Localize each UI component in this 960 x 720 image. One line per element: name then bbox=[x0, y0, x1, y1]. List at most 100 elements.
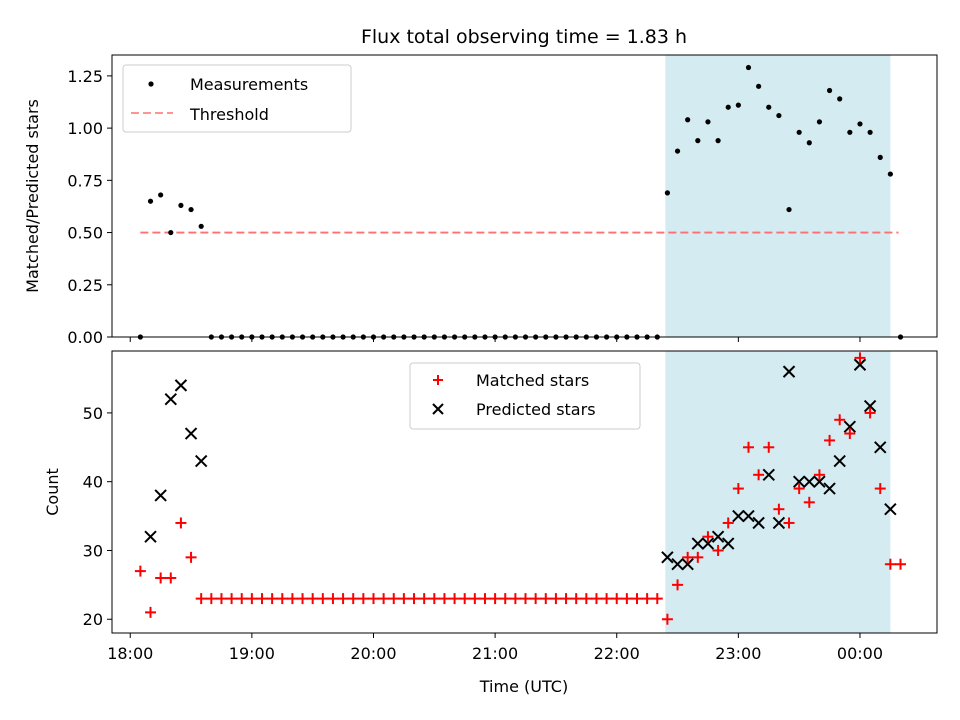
predicted-star-point bbox=[833, 454, 846, 468]
matched-star-point bbox=[834, 414, 846, 426]
matched-star-point bbox=[550, 593, 562, 605]
bottom-legend: Matched stars Predicted stars bbox=[409, 362, 641, 430]
bottom-legend-box bbox=[409, 362, 641, 430]
matched-star-point bbox=[682, 551, 694, 563]
top-y-ticks: 0.00 0.25 0.50 0.75 1.00 1.25 bbox=[67, 67, 112, 347]
matched-star-point bbox=[205, 593, 217, 605]
top-axes-frame bbox=[111, 54, 938, 338]
measurement-point bbox=[725, 104, 731, 110]
measurement-point bbox=[685, 117, 691, 123]
matched-star-point bbox=[438, 593, 450, 605]
matched-star-point bbox=[479, 593, 491, 605]
matched-star-point bbox=[509, 593, 521, 605]
measurement-point bbox=[178, 202, 184, 208]
matched-star-point bbox=[621, 593, 633, 605]
matched-star-point bbox=[215, 593, 227, 605]
matched-star-point bbox=[367, 593, 379, 605]
matched-star-point bbox=[611, 593, 623, 605]
top-panel: 0.00 0.25 0.50 0.75 1.00 1.25 Matched/Predict… bbox=[23, 54, 938, 347]
matched-star-point bbox=[773, 503, 785, 515]
y-tick-label: 0.00 bbox=[67, 328, 103, 347]
predicted-star-point bbox=[154, 489, 167, 502]
predicted-stars-series bbox=[144, 358, 897, 571]
predicted-star-point bbox=[164, 392, 177, 406]
predicted-legend-marker bbox=[432, 403, 444, 415]
y-tick-label: 50 bbox=[83, 404, 103, 423]
matched-star-point bbox=[449, 593, 461, 605]
matched-star-point bbox=[824, 434, 836, 446]
matched-star-point bbox=[540, 593, 552, 605]
matched-star-point bbox=[226, 593, 238, 605]
matched-star-point bbox=[742, 441, 754, 453]
measurement-point bbox=[198, 223, 204, 229]
predicted-star-point bbox=[762, 468, 775, 482]
measurements-legend-marker bbox=[148, 81, 154, 87]
matched-star-point bbox=[661, 613, 673, 625]
legend-label-matched: Matched stars bbox=[476, 371, 589, 390]
predicted-star-point bbox=[874, 441, 887, 454]
matched-star-point bbox=[692, 551, 704, 563]
predicted-star-point bbox=[792, 475, 806, 488]
matched-star-point bbox=[793, 483, 805, 495]
measurement-point bbox=[766, 104, 772, 110]
measurement-point bbox=[756, 83, 762, 89]
x-tick-label: 21:00 bbox=[472, 644, 518, 663]
observing-span-bottom bbox=[665, 351, 891, 633]
bottom-x-ticks: 18:00 19:00 20:00 21:00 22:00 23:00 00:00 bbox=[107, 633, 883, 663]
measurement-point bbox=[877, 154, 883, 160]
y-tick-label: 0.25 bbox=[67, 276, 103, 295]
measurement-point bbox=[786, 206, 792, 213]
matched-star-point bbox=[874, 483, 886, 495]
measurement-point bbox=[847, 129, 853, 135]
bottom-y-axis-label: Count bbox=[43, 468, 62, 516]
matched-star-point bbox=[631, 593, 643, 605]
matched-star-point bbox=[388, 593, 400, 605]
predicted-star-point bbox=[742, 509, 755, 523]
matched-star-point bbox=[895, 558, 907, 570]
measurement-point bbox=[867, 129, 873, 135]
predicted-star-point bbox=[803, 475, 816, 488]
matched-star-point bbox=[722, 517, 734, 529]
matched-star-point bbox=[702, 531, 714, 543]
measurement-point bbox=[168, 229, 174, 236]
x-tick-label: 22:00 bbox=[594, 644, 640, 663]
measurement-point bbox=[826, 87, 833, 94]
predicted-star-point bbox=[863, 399, 877, 413]
y-tick-label: 1.00 bbox=[67, 119, 103, 138]
predicted-star-point bbox=[144, 530, 157, 543]
y-tick-label: 0.75 bbox=[67, 171, 103, 190]
matched-star-point bbox=[489, 593, 501, 605]
matched-star-point bbox=[337, 593, 349, 605]
matched-star-point bbox=[672, 579, 684, 591]
observing-span-top bbox=[665, 55, 891, 337]
matched-star-point bbox=[347, 593, 359, 605]
matched-star-point bbox=[378, 593, 390, 605]
matched-star-point bbox=[266, 593, 278, 605]
matched-star-point bbox=[286, 593, 298, 605]
predicted-star-point bbox=[813, 475, 826, 488]
matched-star-point bbox=[580, 593, 592, 605]
predicted-star-point bbox=[752, 516, 765, 530]
legend-label-threshold: Threshold bbox=[189, 105, 269, 124]
y-tick-label: 1.25 bbox=[67, 67, 103, 86]
predicted-star-point bbox=[843, 420, 857, 433]
matched-stars-series bbox=[134, 352, 907, 625]
matched-star-point bbox=[590, 593, 602, 605]
predicted-star-point bbox=[671, 558, 684, 571]
predicted-star-point bbox=[782, 365, 796, 378]
matched-star-point bbox=[763, 441, 775, 453]
measurement-point bbox=[806, 140, 812, 146]
matched-star-point bbox=[236, 593, 248, 605]
bottom-panel: 18:00 19:00 20:00 21:00 22:00 23:00 00:00 20 30… bbox=[43, 350, 938, 696]
x-tick-label: 18:00 bbox=[107, 644, 153, 663]
measurement-point bbox=[816, 119, 823, 125]
matched-star-point bbox=[459, 593, 471, 605]
matched-star-point bbox=[753, 469, 765, 481]
predicted-star-point bbox=[681, 558, 694, 571]
x-tick-label: 23:00 bbox=[715, 644, 761, 663]
matched-star-point bbox=[398, 593, 410, 605]
matched-star-point bbox=[854, 352, 866, 364]
y-tick-label: 20 bbox=[83, 610, 103, 629]
matched-star-point bbox=[884, 558, 896, 570]
